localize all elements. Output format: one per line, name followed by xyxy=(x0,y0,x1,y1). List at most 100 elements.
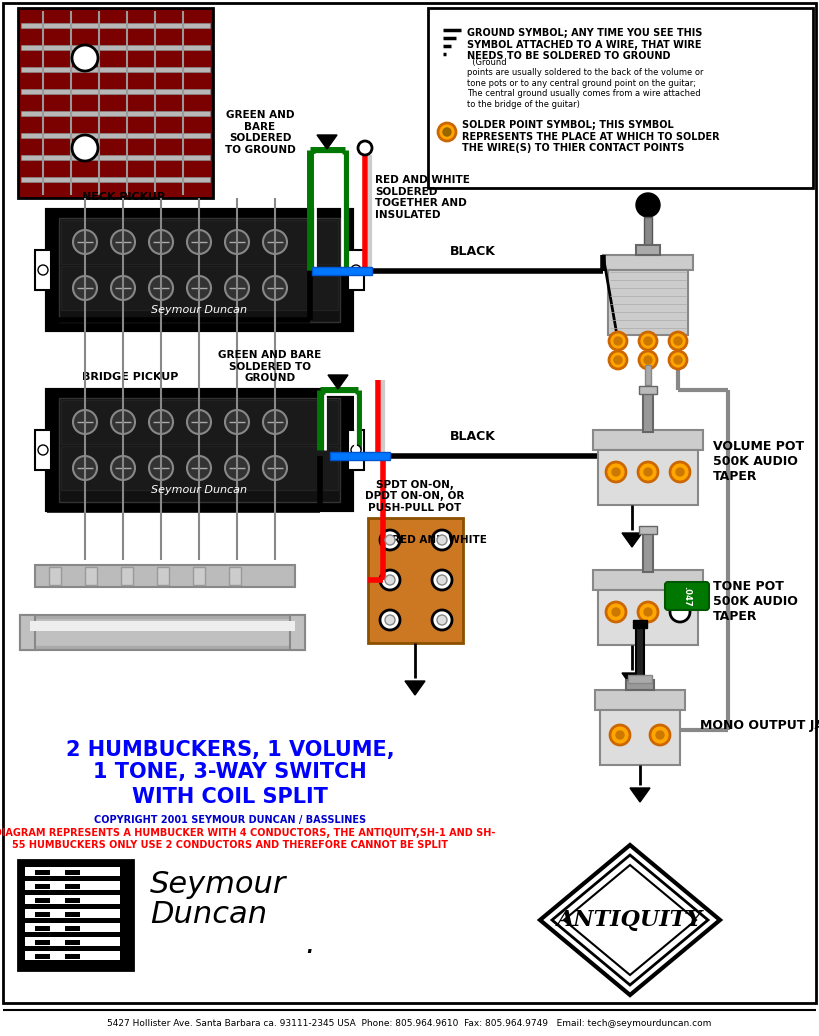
Bar xyxy=(35,926,50,931)
Text: 1 TONE, 3-WAY SWITCH: 1 TONE, 3-WAY SWITCH xyxy=(93,762,367,782)
Text: 5427 Hollister Ave. Santa Barbara ca. 93111-2345 USA  Phone: 805.964.9610  Fax: : 5427 Hollister Ave. Santa Barbara ca. 93… xyxy=(106,1018,711,1028)
Text: THIS DIAGRAM REPRESENTS A HUMBUCKER WITH 4 CONDUCTORS, THE ANTIQUITY,SH-1 AND SH: THIS DIAGRAM REPRESENTS A HUMBUCKER WITH… xyxy=(0,828,495,838)
Text: BRIDGE PICKUP: BRIDGE PICKUP xyxy=(82,372,179,382)
Polygon shape xyxy=(552,855,708,985)
Polygon shape xyxy=(564,865,696,975)
Circle shape xyxy=(612,608,620,616)
Bar xyxy=(593,570,703,589)
Circle shape xyxy=(670,462,690,482)
Circle shape xyxy=(437,535,447,545)
Circle shape xyxy=(187,230,211,254)
Circle shape xyxy=(225,456,249,480)
Bar xyxy=(21,45,210,50)
Bar xyxy=(21,155,210,160)
FancyBboxPatch shape xyxy=(665,582,709,610)
Circle shape xyxy=(669,351,687,369)
Bar xyxy=(21,133,210,138)
Circle shape xyxy=(670,602,690,622)
Text: VOLUME POT
500K AUDIO
TAPER: VOLUME POT 500K AUDIO TAPER xyxy=(713,440,804,483)
Bar xyxy=(65,884,80,889)
Circle shape xyxy=(111,410,135,434)
Bar xyxy=(47,210,352,330)
Bar xyxy=(157,567,169,585)
Text: COPYRIGHT 2001 SEYMOUR DUNCAN / BASSLINES: COPYRIGHT 2001 SEYMOUR DUNCAN / BASSLINE… xyxy=(94,815,366,825)
Bar xyxy=(330,452,390,460)
Circle shape xyxy=(437,615,447,625)
Circle shape xyxy=(263,456,287,480)
Circle shape xyxy=(432,610,452,630)
Polygon shape xyxy=(630,788,650,802)
Bar xyxy=(121,567,133,585)
Text: GROUND SYMBOL; ANY TIME YOU SEE THIS
SYMBOL ATTACHED TO A WIRE, THAT WIRE
NEEDS : GROUND SYMBOL; ANY TIME YOU SEE THIS SYM… xyxy=(467,28,703,61)
Bar xyxy=(608,270,688,335)
Text: TONE POT
500K AUDIO
TAPER: TONE POT 500K AUDIO TAPER xyxy=(713,580,798,623)
Circle shape xyxy=(614,337,622,345)
Circle shape xyxy=(385,575,395,585)
Polygon shape xyxy=(622,533,642,547)
Bar xyxy=(639,386,657,394)
Circle shape xyxy=(73,276,97,300)
Circle shape xyxy=(674,356,682,364)
Text: RED AND WHITE: RED AND WHITE xyxy=(392,535,486,545)
Bar xyxy=(30,621,295,631)
Bar xyxy=(61,220,338,264)
Circle shape xyxy=(676,468,684,476)
Bar xyxy=(21,177,210,182)
Bar xyxy=(348,250,364,290)
Circle shape xyxy=(644,608,652,616)
Circle shape xyxy=(351,445,361,455)
Text: Seymour Duncan: Seymour Duncan xyxy=(151,305,247,315)
Bar xyxy=(428,8,813,188)
Bar xyxy=(21,89,210,94)
Text: Seymour Duncan: Seymour Duncan xyxy=(151,485,247,495)
Text: (Ground
points are usually soldered to the back of the volume or
tone pots or to: (Ground points are usually soldered to t… xyxy=(467,58,704,109)
Polygon shape xyxy=(540,845,720,995)
Bar xyxy=(598,450,698,505)
Bar xyxy=(25,923,120,932)
Bar xyxy=(645,365,651,385)
Bar xyxy=(59,398,340,502)
Circle shape xyxy=(149,230,173,254)
Text: 55 HUMBUCKERS ONLY USE 2 CONDUCTORS AND THEREFORE CANNOT BE SPLIT: 55 HUMBUCKERS ONLY USE 2 CONDUCTORS AND … xyxy=(12,840,448,850)
Bar xyxy=(35,884,50,889)
Bar xyxy=(65,926,80,931)
Circle shape xyxy=(609,351,627,369)
Text: SOLDER POINT SYMBOL; THIS SYMBOL
REPRESENTS THE PLACE AT WHICH TO SOLDER
THE WIR: SOLDER POINT SYMBOL; THIS SYMBOL REPRESE… xyxy=(462,120,720,153)
Text: ANTIQUITY: ANTIQUITY xyxy=(557,909,703,931)
Circle shape xyxy=(644,468,652,476)
Bar xyxy=(598,589,698,645)
Bar xyxy=(21,67,210,71)
Text: MONO OUTPUT JACK: MONO OUTPUT JACK xyxy=(700,719,819,731)
Circle shape xyxy=(225,410,249,434)
Text: SPDT ON-ON,
DPDT ON-ON, OR
PUSH-PULL POT: SPDT ON-ON, DPDT ON-ON, OR PUSH-PULL POT xyxy=(365,480,464,513)
Bar xyxy=(65,898,80,903)
Bar xyxy=(35,870,50,875)
Text: WITH COIL SPLIT: WITH COIL SPLIT xyxy=(132,787,328,807)
Bar xyxy=(25,895,120,904)
Circle shape xyxy=(437,575,447,585)
Circle shape xyxy=(225,230,249,254)
Bar xyxy=(35,954,50,959)
Bar xyxy=(626,680,654,690)
Circle shape xyxy=(149,276,173,300)
Circle shape xyxy=(432,570,452,589)
Circle shape xyxy=(616,731,624,739)
Circle shape xyxy=(73,230,97,254)
Circle shape xyxy=(438,123,456,141)
Circle shape xyxy=(380,570,400,589)
Circle shape xyxy=(187,410,211,434)
Circle shape xyxy=(432,530,452,550)
Bar xyxy=(229,567,241,585)
Circle shape xyxy=(225,276,249,300)
Circle shape xyxy=(669,332,687,350)
Circle shape xyxy=(111,456,135,480)
Polygon shape xyxy=(328,375,348,388)
Circle shape xyxy=(644,356,652,364)
Bar xyxy=(25,951,120,960)
Text: NECK PICKUP: NECK PICKUP xyxy=(82,192,165,202)
Text: BLACK: BLACK xyxy=(450,430,495,443)
Text: BLACK: BLACK xyxy=(450,244,495,258)
Circle shape xyxy=(606,602,626,622)
Bar xyxy=(35,565,295,587)
Bar xyxy=(35,912,50,917)
